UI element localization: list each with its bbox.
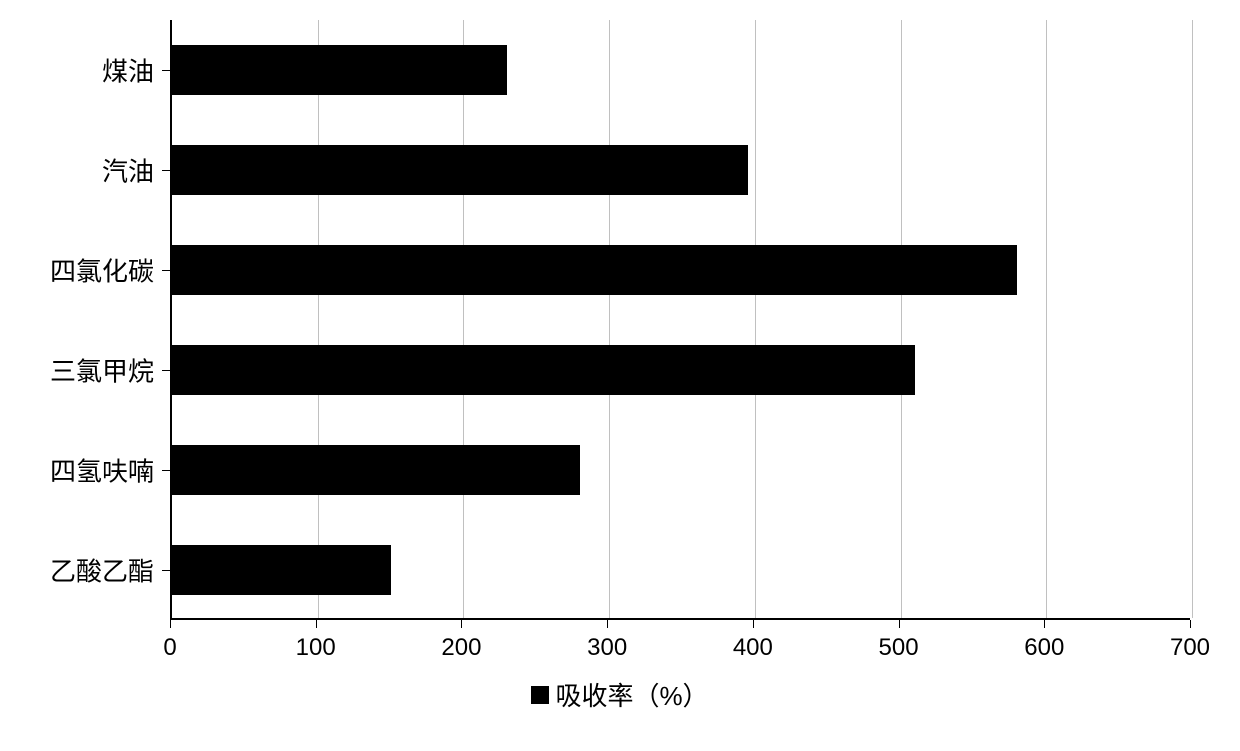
x-tick-label: 300 <box>587 634 627 662</box>
x-tick <box>753 620 754 628</box>
legend: 吸收率（%） <box>0 676 1240 713</box>
bar <box>172 445 580 495</box>
legend-label: 吸收率（%） <box>555 676 708 713</box>
x-tick-label: 500 <box>879 634 919 662</box>
y-category-label: 四氢呋喃 <box>50 452 154 489</box>
y-tick <box>162 170 170 171</box>
x-tick-label: 0 <box>163 634 176 662</box>
gridline <box>318 20 319 618</box>
y-tick <box>162 370 170 371</box>
x-tick <box>461 620 462 628</box>
y-category-label: 汽油 <box>102 152 154 189</box>
y-tick <box>162 470 170 471</box>
gridline <box>463 20 464 618</box>
x-tick <box>899 620 900 628</box>
x-tick <box>316 620 317 628</box>
x-tick-label: 600 <box>1024 634 1064 662</box>
bar <box>172 45 507 95</box>
y-category-label: 四氯化碳 <box>50 252 154 289</box>
bar <box>172 345 915 395</box>
bar <box>172 245 1017 295</box>
x-tick <box>607 620 608 628</box>
y-tick <box>162 270 170 271</box>
x-tick-label: 700 <box>1170 634 1210 662</box>
y-tick <box>162 70 170 71</box>
gridline <box>1192 20 1193 618</box>
x-tick-label: 400 <box>733 634 773 662</box>
x-tick-label: 200 <box>441 634 481 662</box>
gridline <box>901 20 902 618</box>
legend-swatch <box>531 686 549 704</box>
gridline <box>755 20 756 618</box>
absorption-chart: 0 100 200 300 400 500 600 700 煤油汽油四氯化碳三氯甲烷四氢呋喃乙酸… <box>0 0 1240 751</box>
x-tick-label: 100 <box>296 634 336 662</box>
y-category-label: 乙酸乙酯 <box>50 552 154 589</box>
bar <box>172 145 748 195</box>
y-tick <box>162 570 170 571</box>
x-tick <box>1044 620 1045 628</box>
x-tick <box>170 620 171 628</box>
x-tick <box>1190 620 1191 628</box>
gridline <box>609 20 610 618</box>
gridline <box>1046 20 1047 618</box>
y-category-label: 煤油 <box>102 52 154 89</box>
y-category-label: 三氯甲烷 <box>50 352 154 389</box>
plot-area <box>170 20 1190 620</box>
bar <box>172 545 391 595</box>
